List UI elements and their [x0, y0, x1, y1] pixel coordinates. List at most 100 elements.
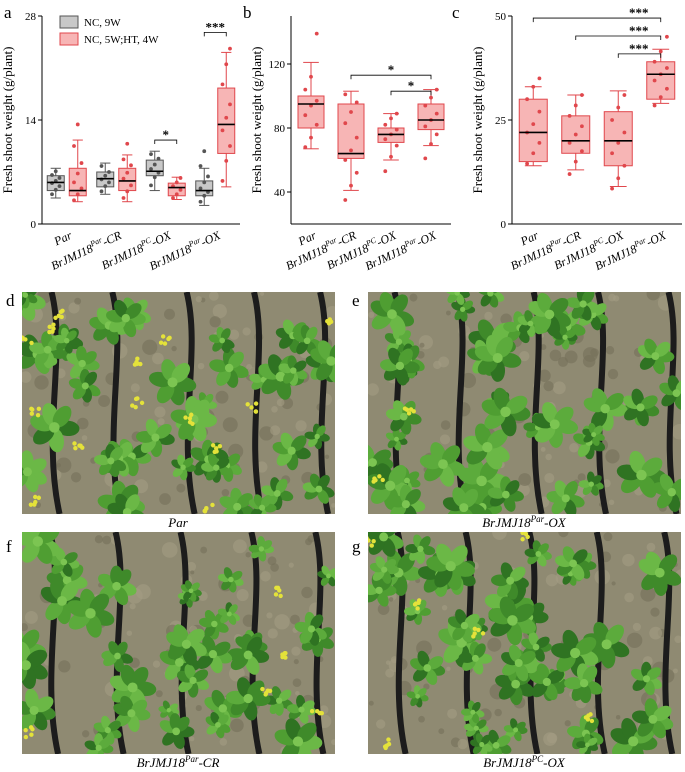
soil-texture — [209, 316, 221, 328]
plant — [630, 661, 662, 696]
leaf — [461, 708, 473, 716]
leaf — [534, 314, 552, 335]
leaf — [317, 489, 329, 504]
data-point — [383, 122, 388, 127]
leaf — [236, 493, 253, 508]
leaf — [532, 681, 548, 698]
plant-center — [460, 621, 469, 630]
leaf — [162, 730, 177, 746]
soil-texture — [673, 668, 678, 674]
data-point — [149, 167, 153, 171]
plant-center — [307, 625, 316, 633]
y-tick-label: 50 — [495, 11, 507, 23]
yellow-flower — [253, 409, 259, 414]
leaf — [559, 324, 568, 337]
plant-center — [226, 611, 232, 617]
plant-center — [585, 742, 590, 748]
data-point — [303, 145, 308, 150]
data-point — [220, 128, 225, 133]
caption-f: BrJMJ18Par-CR — [137, 754, 220, 770]
yellow-flower — [29, 732, 34, 737]
data-point — [202, 149, 207, 154]
data-point — [152, 175, 157, 180]
data-point — [220, 179, 225, 183]
soil-texture — [142, 339, 158, 355]
leaf — [390, 294, 409, 315]
soil-texture — [649, 626, 663, 640]
leaf — [587, 737, 598, 746]
data-point — [75, 171, 80, 176]
yellow-flower — [135, 356, 140, 361]
plant-center — [513, 727, 519, 733]
leaf — [122, 318, 137, 338]
plant — [552, 324, 578, 350]
caption-e-base: BrJMJ18 — [482, 515, 531, 530]
soil-texture — [564, 720, 571, 727]
leaf — [85, 614, 102, 638]
y-tick-label: 80 — [274, 123, 286, 135]
plant — [68, 369, 101, 403]
plant — [491, 562, 529, 600]
leaf — [372, 449, 392, 465]
leaf — [216, 368, 231, 386]
soil-texture — [34, 375, 49, 390]
plant — [406, 685, 429, 708]
plant-center — [315, 485, 323, 493]
caption-e: BrJMJ18Par-OX — [482, 514, 567, 530]
soil-texture — [68, 302, 80, 314]
leaf — [389, 314, 406, 336]
leaf — [305, 326, 318, 341]
photo-panel-f — [0, 516, 340, 764]
leaf — [69, 363, 84, 379]
plant — [98, 565, 137, 606]
yellow-flower — [411, 409, 416, 414]
data-point — [198, 186, 203, 191]
plant-center — [213, 464, 220, 471]
yellow-flower — [415, 606, 420, 611]
soil-texture — [624, 592, 634, 603]
significance-bracket — [154, 139, 178, 145]
leaf — [34, 696, 54, 713]
leaf — [370, 484, 391, 504]
leaf — [280, 432, 294, 451]
plant — [546, 480, 585, 517]
soil-texture — [281, 397, 294, 410]
soil-texture — [540, 447, 546, 452]
leaf — [536, 636, 550, 649]
plant — [531, 402, 579, 448]
data-point — [665, 34, 669, 39]
leaf — [503, 495, 516, 512]
soil-texture — [135, 584, 151, 600]
data-point — [129, 163, 133, 168]
yellow-flower — [29, 406, 34, 412]
caption-g: BrJMJ18PC-OX — [483, 754, 566, 770]
leaf — [571, 563, 585, 581]
soil-texture — [590, 348, 599, 357]
leaf — [518, 322, 531, 333]
data-point — [50, 192, 54, 197]
soil-texture — [245, 551, 251, 558]
soil-texture — [81, 435, 88, 441]
soil-texture — [276, 398, 285, 407]
soil-texture — [215, 390, 229, 404]
plant — [583, 388, 628, 432]
soil-texture — [266, 612, 273, 619]
plant-center — [479, 742, 485, 748]
plant-center — [401, 500, 410, 509]
field-photo-pc-ox — [361, 515, 685, 766]
plant — [264, 686, 294, 716]
leaf — [120, 695, 134, 713]
soil-texture — [209, 291, 219, 301]
soil-texture — [94, 535, 103, 544]
leaf — [659, 474, 674, 492]
leaf — [293, 360, 307, 372]
leaf — [653, 705, 672, 722]
leaf — [591, 434, 600, 446]
plant-center — [208, 649, 218, 659]
data-point — [665, 66, 669, 70]
plant-center — [636, 469, 647, 481]
significance-stars: * — [408, 78, 415, 93]
plant-center — [438, 459, 448, 470]
leaf — [537, 292, 553, 314]
leaf — [372, 569, 385, 581]
